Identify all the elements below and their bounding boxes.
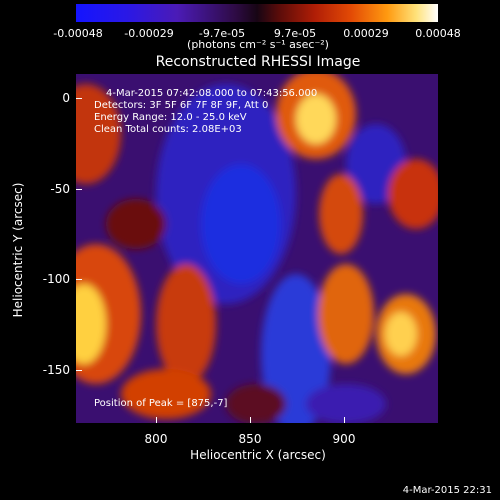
x-tick-mark (156, 417, 157, 423)
x-tick-label: 800 (144, 432, 168, 446)
clean-counts-annotation: Clean Total counts: 2.08E+03 (94, 124, 242, 135)
colorbar-tick-label: 9.7e-05 (273, 27, 317, 40)
y-tick-label: 0 (62, 91, 70, 105)
footer-date: 4-Mar-2015 22:31 (402, 485, 492, 496)
colorbar-tick-label: -9.7e-05 (198, 27, 246, 40)
x-tick-mark (344, 417, 345, 423)
y-tick-mark (76, 98, 82, 99)
time-range-annotation: 4-Mar-2015 07:42:08.000 to 07:43:56.000 (106, 88, 318, 99)
peak-position-annotation: Position of Peak = [875,-7] (94, 398, 228, 409)
y-tick-label: -150 (42, 363, 70, 377)
y-axis-label: Heliocentric Y (arcsec) (11, 182, 25, 318)
plot-title: Reconstructed RHESSI Image (155, 54, 361, 70)
x-tick-label: 850 (238, 432, 262, 446)
colorbar-units: (photons cm⁻² s⁻¹ asec⁻²) (187, 38, 329, 51)
y-tick-mark (76, 189, 82, 190)
y-tick-label: -50 (50, 182, 70, 196)
y-tick-mark (76, 279, 82, 280)
x-tick-mark (250, 417, 251, 423)
colorbar-gradient (76, 4, 438, 22)
x-axis-label: Heliocentric X (arcsec) (190, 448, 326, 462)
energy-range-annotation: Energy Range: 12.0 - 25.0 keV (94, 112, 247, 123)
colorbar-tick-label: -0.00048 (53, 27, 103, 40)
colorbar-tick-label: 0.00029 (343, 27, 389, 40)
rhessi-image (76, 74, 438, 423)
detectors-annotation: Detectors: 3F 5F 6F 7F 8F 9F, Att 0 (94, 100, 269, 111)
colorbar-tick-label: -0.00029 (124, 27, 174, 40)
y-tick-label: -100 (42, 272, 70, 286)
colorbar-tick-label: 0.00048 (415, 27, 461, 40)
rhessi-image-plot: 4-Mar-2015 07:42:08.000 to 07:43:56.000 … (76, 74, 438, 423)
colorbar (76, 4, 438, 22)
x-tick-label: 900 (332, 432, 356, 446)
y-tick-mark (76, 370, 82, 371)
